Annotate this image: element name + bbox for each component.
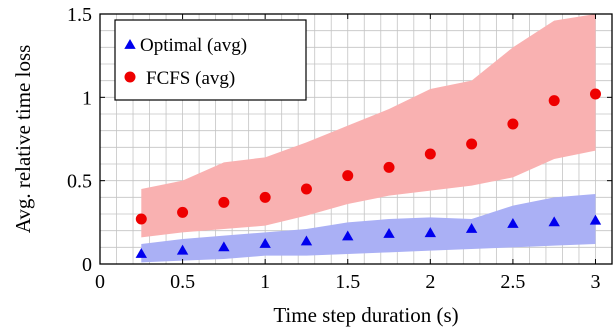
legend-label-fcfs: FCFS (avg) (146, 68, 235, 89)
fcfs-point (383, 161, 395, 173)
optimal-point (218, 241, 230, 252)
x-tick-label: 2 (425, 271, 435, 293)
fcfs-band (141, 14, 596, 238)
x-tick-label: 0 (95, 271, 105, 293)
fcfs-point (135, 213, 147, 225)
axis-ticks (99, 13, 612, 265)
y-tick-label: 1.5 (67, 4, 92, 26)
optimal-point (424, 227, 437, 238)
optimal-point (135, 248, 147, 258)
optimal-point (383, 228, 395, 238)
plot-frame (99, 13, 613, 265)
y-tick-label: 0.5 (67, 171, 92, 193)
optimal-point (259, 238, 271, 248)
y-tick-label: 0 (82, 254, 92, 276)
fcfs-point (177, 206, 189, 218)
tick-labels: 0 0.5 1 1.5 2 2.5 3 0 0.5 1 1.5 (67, 4, 600, 293)
confidence-bands (141, 14, 596, 263)
fcfs-point (589, 88, 601, 100)
fcfs-point (466, 138, 478, 150)
optimal-point (342, 230, 354, 241)
fcfs-point (259, 191, 271, 203)
legend-triangle-marker (124, 39, 136, 49)
legend-box (114, 19, 307, 101)
x-tick-label: 2.5 (500, 271, 525, 293)
x-tick-label: 1.5 (335, 271, 360, 293)
optimal-point (465, 223, 478, 233)
optimal-point (300, 235, 313, 246)
optimal-point (507, 218, 519, 228)
fcfs-point (218, 196, 230, 208)
optimal-point (589, 214, 602, 225)
y-axis-title: Avg. relative time loss (11, 45, 35, 234)
y-tick-label: 1 (82, 87, 92, 109)
fcfs-point (342, 170, 354, 182)
fcfs-point (300, 183, 312, 195)
fcfs-point (424, 148, 436, 160)
legend: Optimal (avg) FCFS (avg) (114, 19, 307, 101)
x-tick-label: 3 (590, 271, 600, 293)
legend-circle-marker (124, 71, 136, 83)
legend-label-optimal: Optimal (avg) (140, 35, 247, 56)
optimal-band (141, 194, 596, 263)
x-axis-title: Time step duration (s) (273, 303, 458, 327)
optimal-point (548, 216, 560, 227)
fcfs-point (548, 95, 560, 107)
data-markers (135, 88, 602, 258)
x-tick-label: 0.5 (170, 271, 195, 293)
optimal-point (176, 244, 189, 255)
fcfs-point (507, 118, 519, 130)
x-tick-label: 1 (260, 271, 270, 293)
